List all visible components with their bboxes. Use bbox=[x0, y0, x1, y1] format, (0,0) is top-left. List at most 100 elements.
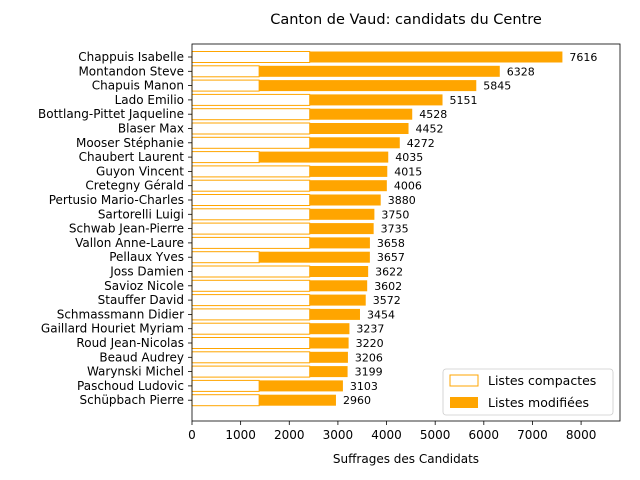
bar-modifiees bbox=[309, 208, 375, 220]
bar-compactes bbox=[191, 394, 260, 407]
bar-modifiees bbox=[309, 366, 348, 378]
value-label: 5845 bbox=[483, 80, 511, 93]
value-label: 3103 bbox=[350, 380, 378, 393]
y-tick-label: Pellaux Yves bbox=[109, 250, 184, 264]
bar-compactes bbox=[191, 294, 311, 307]
value-label: 3880 bbox=[388, 194, 416, 207]
chart-title: Canton de Vaud: candidats du Centre bbox=[270, 12, 542, 28]
x-tick-label: 7000 bbox=[517, 428, 548, 442]
bar-modifiees bbox=[259, 251, 370, 263]
bar-modifiees bbox=[259, 380, 343, 392]
x-tick-label: 3000 bbox=[323, 428, 354, 442]
value-label: 3572 bbox=[373, 294, 401, 307]
value-label: 5151 bbox=[450, 94, 478, 107]
value-label: 3454 bbox=[367, 308, 395, 321]
x-axis-ticks: 0 1000 2000 3000 4000 5000 6000 7000 8000 bbox=[188, 421, 596, 442]
legend-swatch-modifiees bbox=[450, 397, 478, 408]
y-tick-label: Lado Emilio bbox=[115, 93, 184, 107]
legend-frame bbox=[442, 368, 614, 416]
bars-group bbox=[191, 51, 563, 407]
value-label: 3622 bbox=[375, 266, 403, 279]
bar-compactes bbox=[191, 208, 311, 221]
bar-compactes bbox=[191, 337, 311, 349]
y-tick-label: Blaser Max bbox=[118, 122, 184, 136]
value-label: 4015 bbox=[394, 165, 422, 178]
y-tick-label: Bottlang-Pittet Jaqueline bbox=[38, 107, 184, 121]
y-tick-label: Joss Damien bbox=[109, 265, 184, 279]
y-tick-label: Mooser Stéphanie bbox=[76, 136, 184, 150]
bar-compactes bbox=[191, 65, 260, 78]
value-label: 4452 bbox=[416, 123, 444, 136]
bar-modifiees bbox=[309, 51, 563, 63]
bar-compactes bbox=[191, 351, 311, 364]
y-tick-label: Sartorelli Luigi bbox=[98, 207, 184, 221]
y-tick-label: Savioz Nicole bbox=[104, 279, 184, 293]
value-label: 4006 bbox=[394, 180, 422, 193]
y-tick-label: Paschoud Ludovic bbox=[77, 379, 184, 393]
y-tick-label: Warynski Michel bbox=[87, 365, 184, 379]
bar-modifiees bbox=[309, 180, 387, 192]
bar-compactes bbox=[191, 122, 311, 135]
bar-compactes bbox=[191, 93, 311, 106]
y-tick-label: Montandon Steve bbox=[78, 64, 184, 78]
bar-compactes bbox=[191, 51, 311, 63]
value-label: 4035 bbox=[395, 151, 423, 164]
bar-compactes bbox=[191, 379, 260, 392]
bar-compactes bbox=[191, 251, 260, 264]
y-tick-label: Vallon Anne-Laure bbox=[75, 236, 184, 250]
x-tick-label: 2000 bbox=[274, 428, 305, 442]
value-label: 3735 bbox=[381, 223, 409, 236]
y-tick-label: Schüpbach Pierre bbox=[80, 393, 185, 407]
bar-modifiees bbox=[259, 394, 336, 406]
bar-compactes bbox=[191, 308, 311, 321]
legend-label-compactes: Listes compactes bbox=[488, 373, 596, 388]
x-tick-label: 8000 bbox=[566, 428, 597, 442]
x-axis-label: Suffrages des Candidats bbox=[333, 452, 479, 466]
value-label: 3657 bbox=[377, 251, 405, 264]
bar-modifiees bbox=[309, 137, 400, 149]
y-tick-label: Cretegny Gérald bbox=[85, 179, 184, 193]
bar-modifiees bbox=[259, 80, 477, 92]
bar-modifiees bbox=[309, 194, 381, 206]
bar-compactes bbox=[191, 108, 311, 121]
y-tick-label: Chapuis Manon bbox=[92, 79, 184, 93]
value-label: 3206 bbox=[355, 351, 383, 364]
value-label: 3602 bbox=[374, 280, 402, 293]
bar-compactes bbox=[191, 79, 260, 92]
bar-compactes bbox=[191, 179, 311, 192]
legend: Listes compactes Listes modifiées bbox=[442, 368, 614, 416]
bar-modifiees bbox=[259, 151, 389, 163]
bar-modifiees bbox=[309, 94, 443, 106]
x-tick-label: 4000 bbox=[371, 428, 402, 442]
bar-modifiees bbox=[309, 123, 409, 134]
y-tick-label: Guyon Vincent bbox=[96, 164, 184, 178]
value-label: 4272 bbox=[407, 137, 435, 150]
bar-modifiees bbox=[309, 323, 350, 335]
bar-compactes bbox=[191, 236, 311, 249]
value-label: 2960 bbox=[343, 394, 371, 407]
y-tick-label: Gaillard Houriet Myriam bbox=[41, 322, 184, 336]
value-label: 4528 bbox=[419, 108, 447, 121]
bar-modifiees bbox=[309, 294, 366, 306]
bar-compactes bbox=[191, 165, 311, 178]
y-tick-label: Chappuis Isabelle bbox=[78, 50, 184, 64]
y-tick-label: Schwab Jean-Pierre bbox=[69, 222, 184, 236]
value-label: 3750 bbox=[381, 208, 409, 221]
bar-modifiees bbox=[309, 308, 360, 320]
bar-compactes bbox=[191, 151, 260, 164]
legend-swatch-compactes bbox=[449, 374, 479, 387]
plot-frame bbox=[191, 43, 621, 422]
bar-compactes bbox=[191, 265, 311, 278]
bar-modifiees bbox=[309, 266, 369, 277]
x-tick-label: 0 bbox=[188, 428, 196, 442]
x-tick-label: 1000 bbox=[225, 428, 256, 442]
y-tick-label: Beaud Audrey bbox=[99, 350, 184, 364]
value-label: 3658 bbox=[377, 237, 405, 250]
bar-modifiees bbox=[309, 165, 388, 177]
y-tick-label: Chaubert Laurent bbox=[79, 150, 185, 164]
x-tick-label: 6000 bbox=[469, 428, 500, 442]
value-label: 6328 bbox=[507, 65, 535, 78]
